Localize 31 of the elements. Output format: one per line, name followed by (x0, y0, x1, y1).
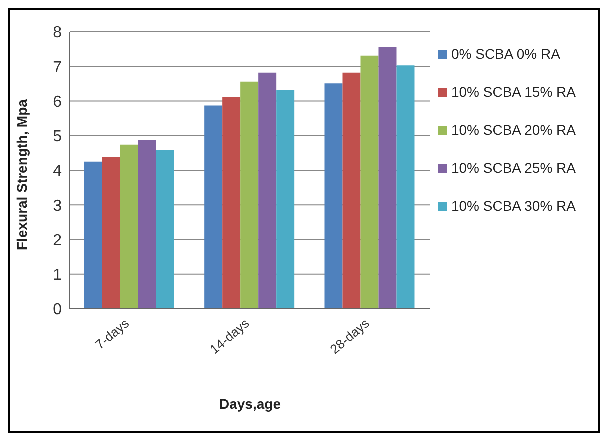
legend-label: 10% SCBA 15% RA (451, 84, 576, 100)
y-tick-label: 4 (53, 163, 62, 180)
y-tick-label: 5 (53, 128, 62, 146)
y-tick-label: 6 (53, 94, 62, 111)
bar (138, 140, 156, 309)
y-tick-label: 8 (53, 24, 62, 42)
bar (156, 150, 174, 309)
y-tick-label: 0 (53, 302, 62, 319)
bar (204, 106, 223, 309)
bar (342, 72, 361, 309)
bar (222, 97, 241, 309)
legend-label: 10% SCBA 20% RA (451, 122, 576, 138)
bar (276, 90, 295, 309)
bar (396, 66, 415, 309)
y-tick-label: 2 (53, 232, 62, 250)
y-tick-label: 3 (53, 198, 62, 215)
legend-label: 0% SCBA 0% RA (451, 46, 560, 62)
bar (120, 144, 138, 309)
y-axis-title: Flexural Strength, Mpa (14, 99, 30, 250)
bar (84, 162, 102, 309)
bar (102, 157, 120, 309)
bar (258, 72, 277, 309)
bar (378, 47, 397, 309)
bar (240, 82, 259, 309)
y-tick-label: 7 (53, 59, 62, 76)
y-tick-label: 1 (53, 267, 62, 284)
x-axis-title: Days,age (220, 396, 282, 412)
bar (324, 84, 343, 309)
legend-label: 10% SCBA 25% RA (451, 160, 576, 176)
legend-label: 10% SCBA 30% RA (451, 198, 576, 214)
bar (360, 56, 379, 309)
